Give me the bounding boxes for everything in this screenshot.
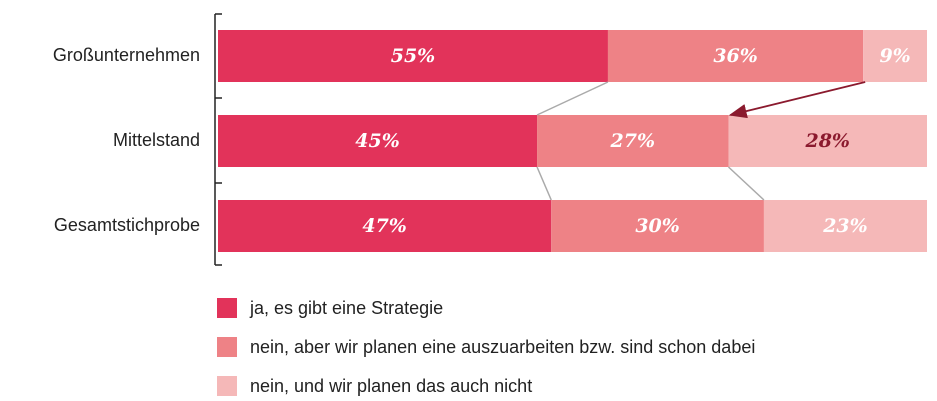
connector [727,166,765,201]
bar-segment [551,200,764,252]
bar-segment [218,200,552,252]
bar-segment [763,200,927,252]
connector [536,81,609,116]
value-label: 28% [804,130,850,152]
bar-segment [728,115,927,167]
legend-swatch [217,337,237,357]
legend-label: nein, aber wir planen eine auszuarbeiten… [250,337,755,357]
bar-segment [607,30,864,82]
category-label: Mittelstand [113,130,200,150]
category-label: Gesamtstichprobe [54,215,200,235]
value-label: 27% [610,130,656,152]
legend-swatch [217,376,237,396]
bar-segment [218,30,608,82]
bar-segment [537,115,729,167]
value-label: 9% [879,45,910,67]
value-label: 36% [713,45,758,67]
legend-label: ja, es gibt eine Strategie [249,298,443,318]
legend-label: nein, und wir planen das auch nicht [250,376,532,396]
bar-segment [863,30,927,82]
value-label: 55% [391,45,436,67]
arrow [728,81,866,119]
value-label: 23% [822,215,868,237]
connector [536,166,552,201]
value-label: 30% [635,215,680,237]
value-label: 47% [362,215,407,237]
value-label: 45% [355,130,400,152]
axis [214,13,222,266]
category-label: Großunternehmen [53,45,200,65]
bar-segment [218,115,538,167]
legend-swatch [217,298,237,318]
